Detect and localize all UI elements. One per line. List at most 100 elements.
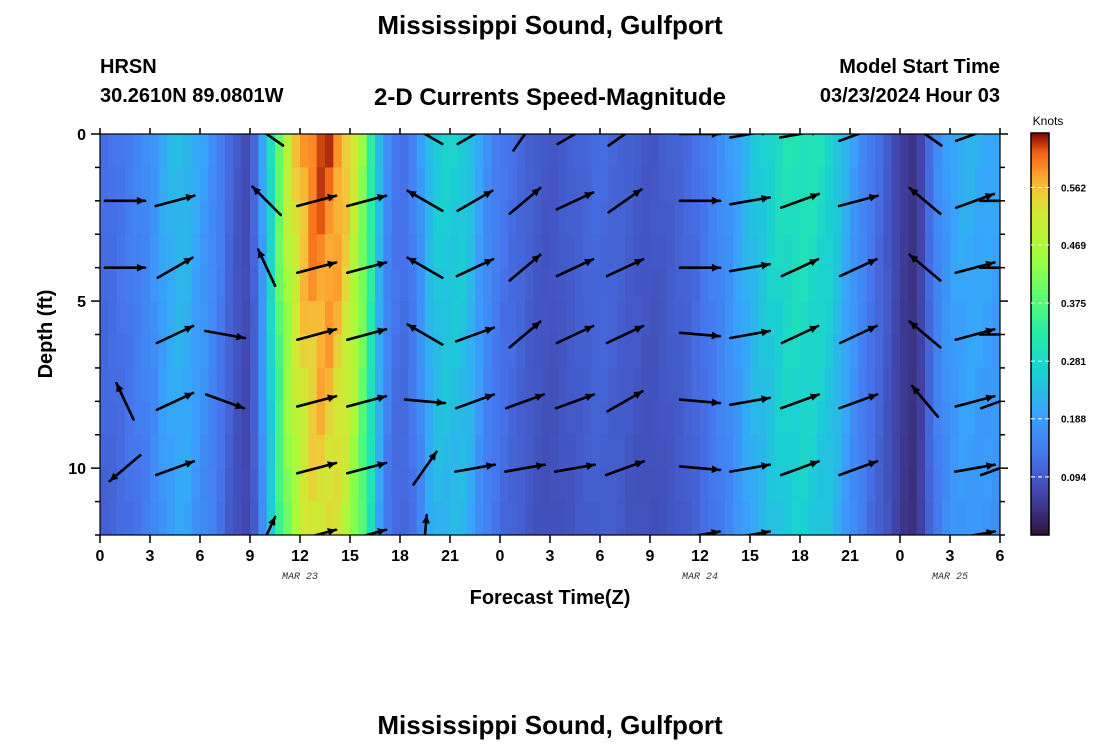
heatmap-cell <box>433 267 443 302</box>
heatmap-cell <box>933 134 943 169</box>
current-arrow <box>954 394 996 408</box>
heatmap-cell <box>450 167 459 202</box>
heatmap-cell <box>833 434 843 469</box>
heatmap-cell <box>191 200 201 235</box>
heatmap-cell <box>158 234 168 269</box>
heatmap-cell <box>875 301 884 336</box>
heatmap-cell <box>850 134 859 169</box>
heatmap-cell <box>525 167 534 202</box>
heatmap-cell <box>541 401 551 436</box>
colorbar-tick-label: 0.562 <box>1061 183 1086 194</box>
heatmap-cell <box>700 200 709 235</box>
heatmap-cell <box>608 267 618 302</box>
heatmap-cell <box>391 200 401 235</box>
heatmap-cell <box>908 200 918 235</box>
heatmap-cell <box>183 401 193 436</box>
current-arrow <box>954 192 996 209</box>
heatmap-cell <box>708 501 718 535</box>
heatmap-cell <box>983 234 993 269</box>
heatmap-cell <box>408 501 418 535</box>
heatmap-cell <box>408 134 418 169</box>
heatmap-cell <box>816 301 826 336</box>
heatmap-cell <box>400 200 409 235</box>
heatmap-cell <box>216 468 226 503</box>
heatmap-cell <box>700 367 709 402</box>
heatmap-cell <box>383 401 393 436</box>
heatmap-cell <box>591 200 601 235</box>
heatmap-cell <box>366 367 376 402</box>
heatmap-cell <box>491 200 501 235</box>
heatmap-cell <box>566 334 576 369</box>
heatmap-cell <box>416 134 426 169</box>
heatmap-cell <box>208 301 218 336</box>
heatmap-cell <box>508 334 518 369</box>
heatmap-cell <box>641 301 651 336</box>
heatmap-cell <box>950 267 959 302</box>
current-arrow <box>556 134 578 146</box>
heatmap-cell <box>816 501 826 535</box>
heatmap-cell <box>841 367 851 402</box>
heatmap-cell <box>525 267 534 302</box>
current-vector-arrows <box>103 134 1000 535</box>
heatmap-cell <box>108 367 118 402</box>
heatmap-cell <box>841 468 851 503</box>
heatmap-cell <box>758 334 768 369</box>
heatmap-cell <box>100 267 109 302</box>
heatmap-cell <box>900 401 909 436</box>
heatmap-cell <box>125 167 134 202</box>
heatmap-cell <box>216 301 226 336</box>
heatmap-cell <box>408 367 418 402</box>
heatmap-cell <box>250 434 259 469</box>
heatmap-cell <box>991 501 1000 535</box>
heatmap-cell <box>775 434 784 469</box>
heatmap-cell <box>450 267 459 302</box>
current-arrow <box>607 134 628 147</box>
heatmap-cell <box>458 401 468 436</box>
heatmap-cell <box>458 468 468 503</box>
heatmap-cell <box>550 234 559 269</box>
heatmap-cell <box>616 167 626 202</box>
heatmap-cell <box>483 134 493 169</box>
heatmap-cell <box>158 200 168 235</box>
heatmap-cell <box>666 234 676 269</box>
heatmap-cell <box>450 301 459 336</box>
heatmap-cell <box>750 468 759 503</box>
heatmap-cell <box>825 167 834 202</box>
heatmap-cell <box>858 301 868 336</box>
heatmap-cell <box>266 234 276 269</box>
heatmap-cell <box>325 200 334 235</box>
heatmap-cell <box>433 468 443 503</box>
heatmap-cell <box>433 334 443 369</box>
heatmap-cell <box>450 234 459 269</box>
heatmap-cell <box>975 468 984 503</box>
heatmap-cell <box>583 301 593 336</box>
heatmap-cell <box>566 200 576 235</box>
heatmap-cell <box>191 134 201 169</box>
heatmap-cell <box>916 468 926 503</box>
heatmap-cell <box>550 501 559 535</box>
heatmap-cell <box>791 434 801 469</box>
heatmap-cell <box>325 434 334 469</box>
heatmap-cell <box>458 501 468 535</box>
heatmap-cell <box>533 334 543 369</box>
current-arrow <box>838 257 878 278</box>
heatmap-cell <box>666 334 676 369</box>
heatmap-cell <box>541 234 551 269</box>
heatmap-cell <box>833 134 843 169</box>
heatmap-cell <box>225 434 234 469</box>
heatmap-cell <box>616 301 626 336</box>
heatmap-cell <box>925 200 934 235</box>
current-arrow <box>908 320 942 349</box>
heatmap-cell <box>158 367 168 402</box>
heatmap-cell <box>508 434 518 469</box>
heatmap-cell <box>591 367 601 402</box>
heatmap-cell <box>691 301 701 336</box>
colorbar-tick-label: 0.094 <box>1061 473 1086 484</box>
current-arrow <box>422 513 430 535</box>
heatmap-cell <box>891 267 901 302</box>
heatmap-cell <box>658 134 668 169</box>
heatmap-cell <box>683 367 693 402</box>
current-arrow <box>908 186 942 215</box>
x-tick-label: 9 <box>646 548 655 565</box>
heatmap-cell <box>141 501 151 535</box>
